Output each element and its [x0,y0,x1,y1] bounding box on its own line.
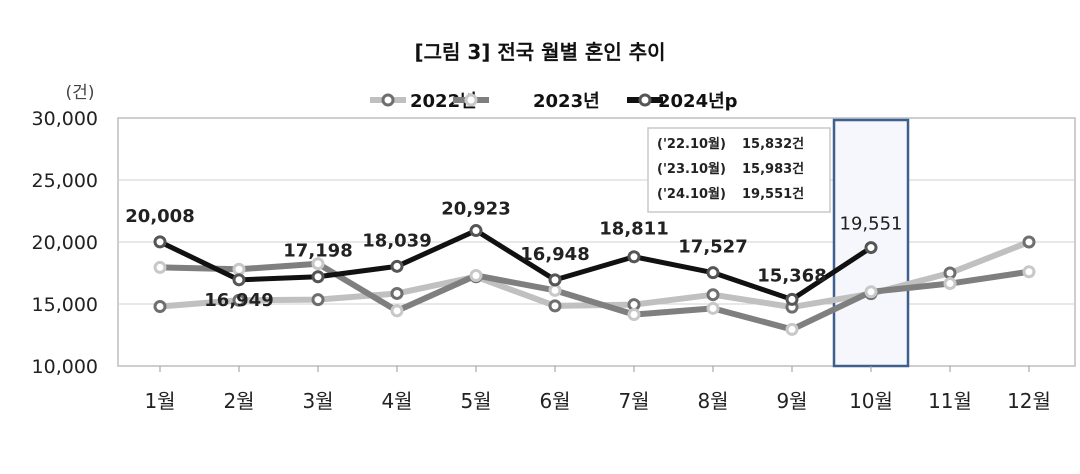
data-point [153,260,167,274]
data-point [548,283,562,297]
y-tick-label: 25,000 [32,170,98,192]
y-tick-label: 20,000 [32,232,98,254]
annotation-label: ('24.10월) [657,186,726,202]
data-point [153,235,167,249]
data-point [706,301,720,315]
data-point [943,277,957,291]
x-tick-label: 11월 [928,389,972,413]
data-point [785,292,799,306]
data-point [864,285,878,299]
y-tick-label: 10,000 [32,356,98,378]
data-label: 17,527 [678,237,747,258]
x-tick-label: 4월 [381,389,412,413]
annotation-box [647,127,831,213]
x-tick-label: 10월 [849,389,893,413]
data-label: 18,811 [599,219,668,240]
data-point [548,273,562,287]
annotation-value: 19,551건 [742,186,804,202]
data-point [311,293,325,307]
data-label: 20,923 [441,199,510,220]
legend-label: 2023년 [533,91,600,112]
data-point [706,288,720,302]
legend-marker [381,93,395,107]
data-point [390,304,404,318]
chart-title: [그림 3] 전국 월별 혼인 추이 [414,40,666,64]
data-point [390,286,404,300]
data-label: 19,551 [840,214,903,235]
data-point [232,273,246,287]
data-label: 16,949 [204,290,273,311]
data-point [311,270,325,284]
y-axis-unit: (건) [66,83,95,103]
data-label: 18,039 [362,230,431,251]
legend-marker [638,93,652,107]
data-point [232,262,246,276]
x-tick-label: 3월 [302,389,333,413]
legend-label: 2024년p [658,91,738,112]
y-tick-label: 30,000 [32,108,98,130]
data-point [627,308,641,322]
data-point [785,322,799,336]
data-point [943,266,957,280]
annotation-label: ('23.10월) [657,161,726,177]
data-point [548,299,562,313]
x-tick-label: 8월 [697,389,728,413]
data-point [706,266,720,280]
data-point [864,241,878,255]
data-label: 16,948 [520,244,589,265]
x-tick-label: 5월 [460,389,491,413]
x-tick-label: 6월 [539,389,570,413]
y-tick-label: 15,000 [32,294,98,316]
data-point [627,250,641,264]
data-point [153,299,167,313]
data-point [469,268,483,282]
legend-marker [464,93,478,107]
x-tick-label: 2월 [223,389,254,413]
annotation-value: 15,983건 [742,161,804,177]
data-label: 20,008 [125,206,194,227]
data-point [469,224,483,238]
legend-label: 2022년 [410,91,477,112]
annotation-label: ('22.10월) [657,136,726,152]
data-point [390,259,404,273]
x-tick-label: 9월 [776,389,807,413]
data-point [232,293,246,307]
series-line-2023년 [159,260,1030,333]
data-label: 15,368 [757,265,826,286]
annotation-value: 15,832건 [742,136,804,152]
series-line-2024년p [158,228,873,302]
data-point [311,257,325,271]
data-label: 17,198 [283,241,352,262]
x-tick-label: 7월 [618,389,649,413]
x-tick-label: 12월 [1007,389,1051,413]
data-point [1022,235,1036,249]
x-tick-label: 1월 [144,389,175,413]
data-point [1022,265,1036,279]
